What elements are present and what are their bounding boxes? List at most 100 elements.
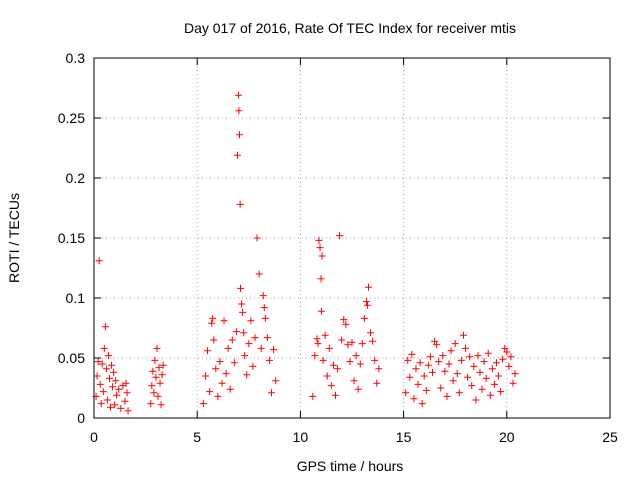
data-point bbox=[222, 370, 230, 378]
x-tick-label: 0 bbox=[90, 429, 98, 445]
data-point bbox=[431, 337, 439, 345]
data-point bbox=[107, 403, 115, 411]
data-point bbox=[408, 350, 416, 358]
x-tick-label: 10 bbox=[293, 429, 309, 445]
data-point bbox=[321, 331, 329, 339]
data-point bbox=[93, 372, 101, 380]
data-point bbox=[108, 361, 116, 369]
data-point bbox=[360, 314, 368, 322]
data-point bbox=[156, 379, 164, 387]
data-point bbox=[260, 304, 268, 312]
data-point bbox=[358, 340, 366, 348]
y-axis-label: ROTI / TECUs bbox=[6, 193, 22, 283]
data-point bbox=[311, 352, 319, 360]
data-point bbox=[95, 257, 103, 265]
data-point bbox=[426, 353, 434, 361]
data-point bbox=[230, 359, 238, 367]
data-point bbox=[212, 365, 220, 373]
data-point bbox=[464, 373, 472, 381]
data-point bbox=[478, 385, 486, 393]
chart-title: Day 017 of 2016, Rate Of TEC Index for r… bbox=[184, 20, 516, 36]
data-point bbox=[148, 382, 156, 390]
data-point bbox=[240, 329, 248, 337]
data-point bbox=[263, 334, 271, 342]
data-point bbox=[218, 379, 226, 387]
data-point bbox=[309, 392, 317, 400]
data-point bbox=[488, 365, 496, 373]
data-point bbox=[484, 349, 492, 357]
data-point bbox=[433, 341, 441, 349]
data-point bbox=[437, 384, 445, 392]
data-point bbox=[100, 344, 108, 352]
data-point bbox=[235, 107, 243, 115]
data-point bbox=[445, 360, 453, 368]
data-point bbox=[412, 365, 420, 373]
data-point bbox=[470, 362, 478, 370]
data-point bbox=[501, 344, 509, 352]
data-point bbox=[113, 391, 121, 399]
data-point bbox=[453, 370, 461, 378]
data-point bbox=[153, 344, 161, 352]
data-point bbox=[121, 397, 129, 405]
data-point bbox=[375, 365, 383, 373]
data-point bbox=[373, 379, 381, 387]
data-point bbox=[239, 308, 247, 316]
data-point bbox=[99, 388, 107, 396]
data-point bbox=[317, 275, 325, 283]
data-point bbox=[480, 358, 488, 366]
data-point bbox=[509, 379, 517, 387]
x-tick-label: 20 bbox=[499, 429, 515, 445]
y-tick-label: 0.3 bbox=[66, 50, 86, 66]
data-point bbox=[331, 391, 339, 399]
data-point bbox=[511, 370, 519, 378]
data-point bbox=[220, 317, 228, 325]
data-point bbox=[402, 389, 410, 397]
x-tick-label: 25 bbox=[602, 429, 618, 445]
data-point bbox=[241, 352, 249, 360]
data-point bbox=[209, 314, 217, 322]
data-point bbox=[451, 340, 459, 348]
data-point bbox=[150, 389, 158, 397]
data-point bbox=[348, 338, 356, 346]
y-tick-label: 0.2 bbox=[66, 170, 86, 186]
data-point bbox=[208, 319, 216, 327]
data-point bbox=[159, 361, 167, 369]
data-point bbox=[336, 232, 344, 240]
data-point bbox=[462, 344, 470, 352]
data-point bbox=[157, 401, 165, 409]
y-tick-label: 0.15 bbox=[58, 230, 85, 246]
grid-lines bbox=[94, 58, 610, 418]
data-point bbox=[214, 392, 222, 400]
data-point bbox=[94, 358, 102, 366]
data-point bbox=[147, 400, 155, 408]
data-point bbox=[151, 356, 159, 364]
data-point bbox=[327, 382, 335, 390]
data-point bbox=[325, 344, 333, 352]
data-point bbox=[356, 360, 364, 368]
data-point bbox=[505, 362, 513, 370]
data-point bbox=[243, 371, 251, 379]
data-point bbox=[210, 336, 218, 344]
data-point bbox=[255, 270, 263, 278]
data-point bbox=[443, 392, 451, 400]
data-point bbox=[101, 323, 109, 331]
data-point bbox=[97, 400, 105, 408]
data-point bbox=[404, 356, 412, 364]
data-point bbox=[232, 328, 240, 336]
data-point bbox=[245, 340, 253, 348]
data-point bbox=[123, 389, 131, 397]
data-point bbox=[455, 389, 463, 397]
data-point bbox=[476, 368, 484, 376]
data-point bbox=[268, 389, 276, 397]
data-point bbox=[468, 382, 476, 390]
data-point bbox=[350, 377, 358, 385]
data-point bbox=[490, 380, 498, 388]
data-point bbox=[414, 380, 422, 388]
x-axis-label: GPS time / hours bbox=[297, 458, 404, 474]
data-point bbox=[457, 356, 465, 364]
data-point bbox=[124, 407, 132, 415]
data-point bbox=[122, 379, 130, 387]
data-point bbox=[259, 292, 267, 300]
data-point bbox=[492, 359, 500, 367]
data-point bbox=[216, 358, 224, 366]
